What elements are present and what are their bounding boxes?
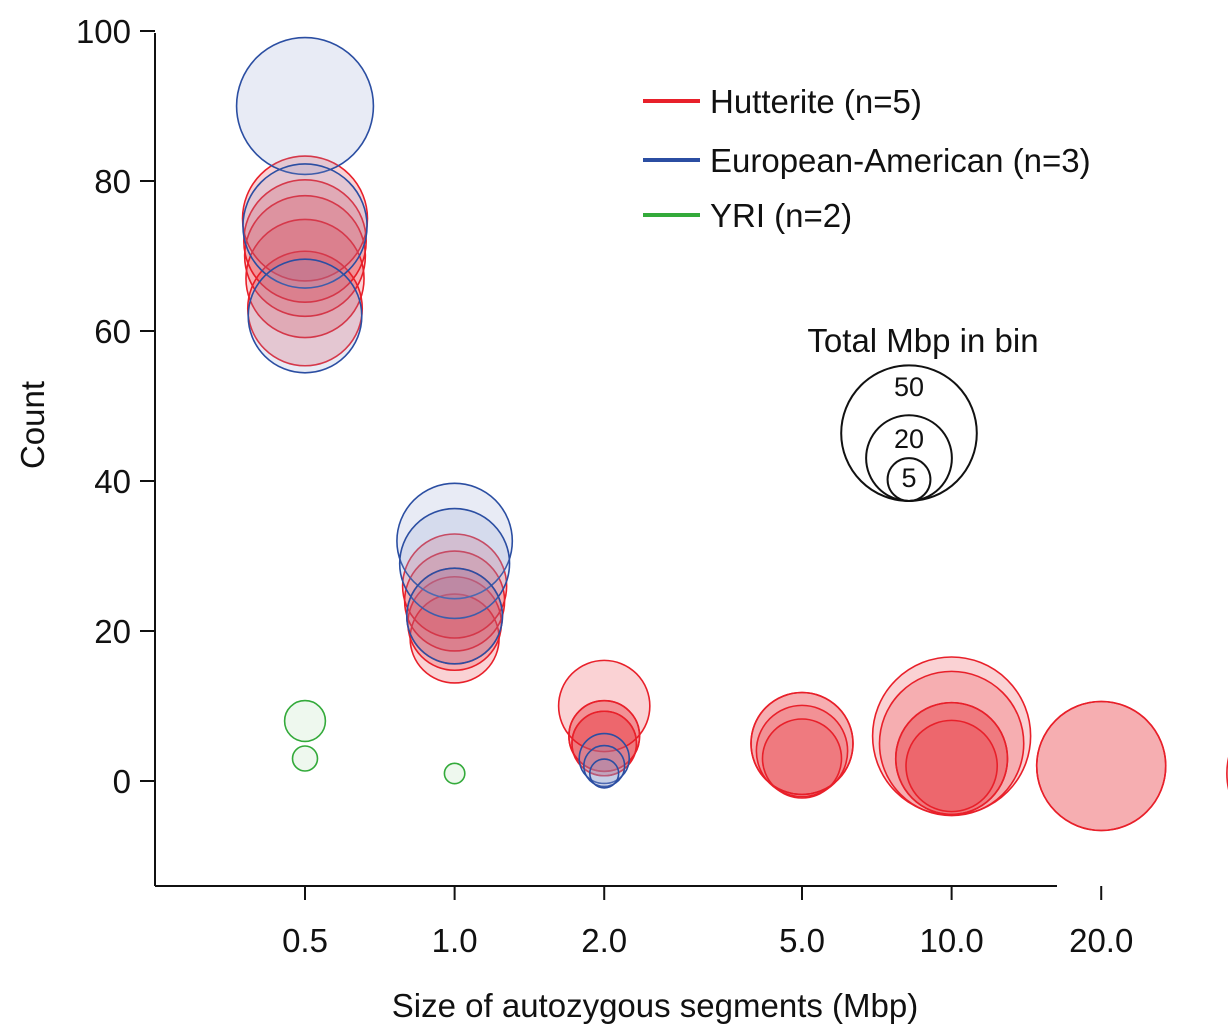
bubble-s0-p16: [750, 691, 854, 796]
size-legend-title: Total Mbp in bin: [807, 322, 1038, 359]
x-tick-label-5: 20.0: [1069, 922, 1133, 959]
bubble-s0-p10: [557, 659, 651, 753]
bubble-s0-p20: [878, 670, 1025, 817]
x-tick-label-2: 2.0: [581, 922, 627, 959]
x-axis-title: Size of autozygous segments (Mbp): [392, 987, 918, 1024]
bubble-s1-p2: [247, 258, 363, 374]
bubble-layer: [235, 36, 1228, 832]
size-legend-label-20: 20: [894, 424, 924, 454]
bubble-s0-p1: [243, 179, 368, 304]
bubble-s2-p2: [443, 762, 466, 785]
bubble-s0-p25: [1035, 700, 1167, 832]
size-legend-label-5: 5: [901, 463, 916, 493]
legend-label-1: European-American (n=3): [710, 142, 1091, 179]
bubble-s2-p0: [283, 699, 327, 743]
bubble-s0-p4: [246, 250, 364, 367]
bubble-s1-p8: [588, 758, 620, 789]
x-tick-label-4: 10.0: [919, 922, 983, 959]
bubble-s1-p5: [405, 567, 504, 665]
y-tick-label-0: 0: [113, 763, 131, 800]
x-tick-label-3: 5.0: [779, 922, 825, 959]
bubble-s0-p17: [755, 704, 849, 798]
bubble-s2-p1: [291, 745, 319, 772]
bubble-s1-p1: [242, 163, 368, 289]
bubble-s1-p7: [583, 744, 626, 788]
bubble-s0-p12: [568, 699, 641, 773]
size-legend-circle-5: [886, 457, 932, 502]
y-tick-label-3: 60: [94, 313, 131, 350]
bubble-s0-p9: [409, 593, 500, 684]
x-tick-label-1: 1.0: [432, 922, 478, 959]
bubble-s1-p3: [396, 482, 514, 600]
legend-label-2: YRI (n=2): [710, 197, 852, 234]
bubble-s0-p18: [761, 718, 843, 799]
y-tick-label-4: 80: [94, 163, 131, 200]
y-tick-label-5: 100: [76, 13, 131, 50]
legend: Hutterite (n=5) European-American (n=3) YR…: [643, 83, 1091, 234]
bubble-s0-p14: [571, 710, 638, 777]
size-legend: Total Mbp in bin 50 20 5: [807, 322, 1039, 503]
y-tick-label-1: 20: [94, 613, 131, 650]
bubble-s1-p4: [398, 507, 511, 620]
y-axis-title: Count: [14, 381, 51, 469]
bubble-s0-p2: [243, 194, 367, 318]
bubble-s0-p3: [245, 218, 365, 339]
y-tick-label-2: 40: [94, 463, 131, 500]
bubble-s1-p0: [235, 36, 375, 176]
legend-label-0: Hutterite (n=5): [710, 83, 922, 120]
bubble-s0-p0: [241, 155, 369, 282]
bubble-s0-p23: [905, 719, 999, 813]
size-legend-label-50: 50: [894, 372, 924, 402]
x-tick-label-0: 0.5: [282, 922, 328, 959]
